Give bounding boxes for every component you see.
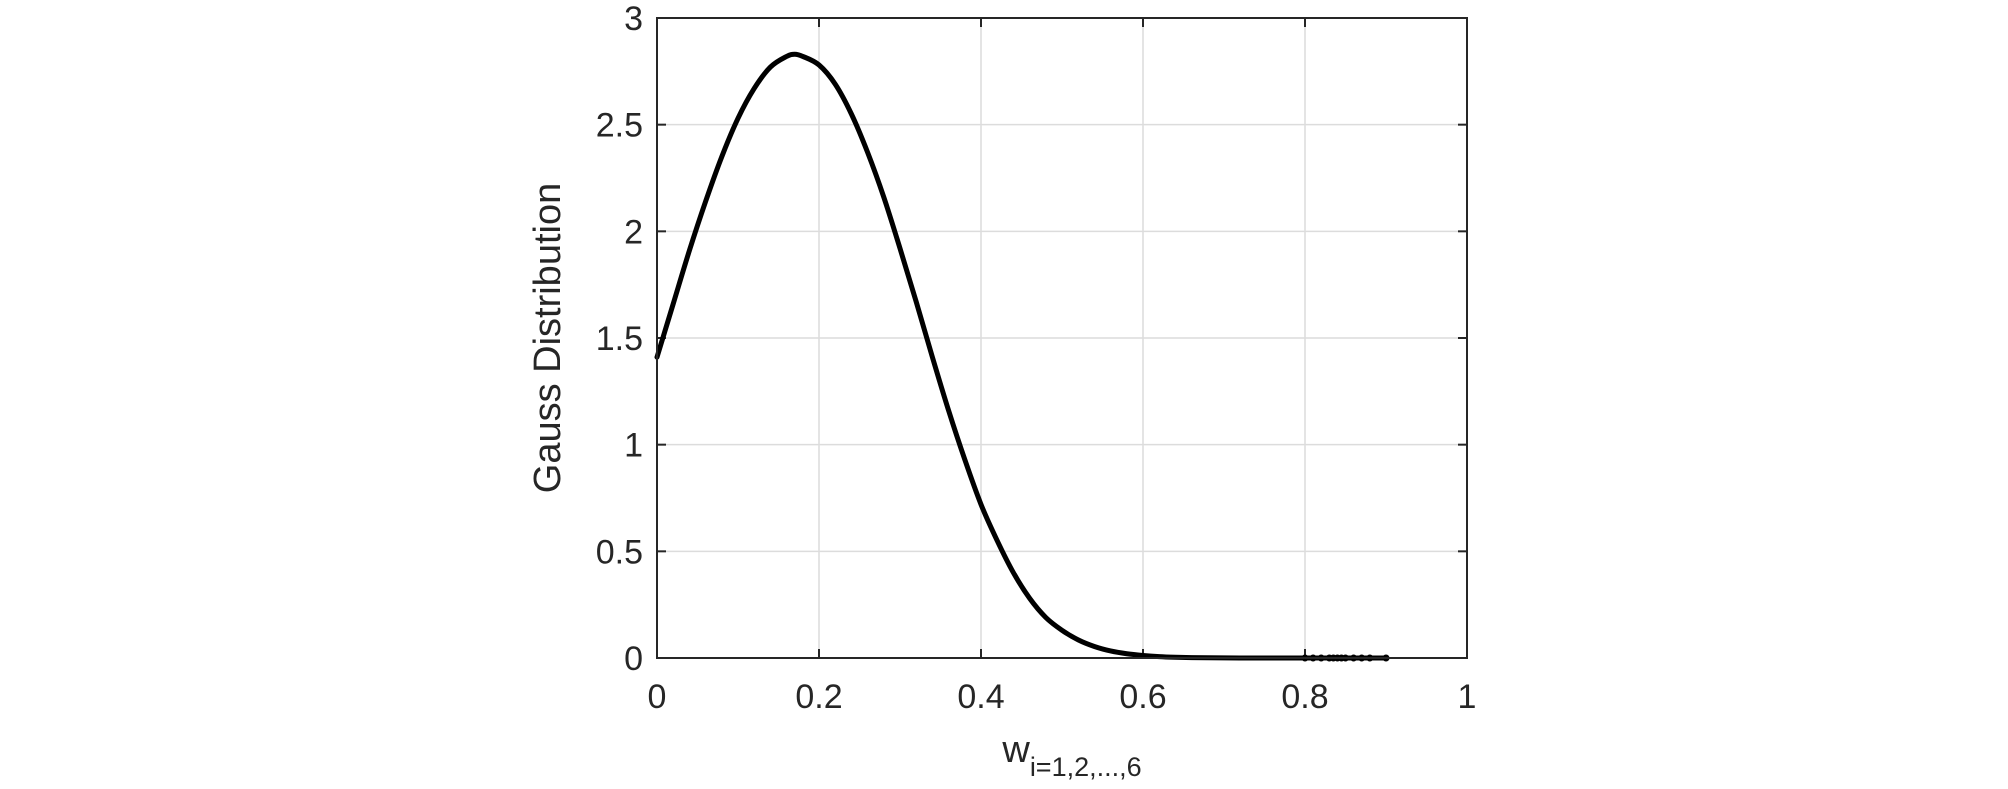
y-tick-label: 2 [624,213,643,251]
x-tick-label: 0.6 [1119,678,1166,716]
y-tick-label: 1.5 [596,320,643,358]
x-tick-label: 0 [648,678,667,716]
series-layer [654,51,1390,662]
x-tick-label: 0.4 [957,678,1004,716]
x-tick-label: 0.2 [795,678,842,716]
y-tick-label: 0.5 [596,533,643,571]
x-tick-label: 0.8 [1281,678,1328,716]
y-tick-label: 3 [624,0,643,38]
y-tick-label: 0 [624,640,643,678]
x-axis-label-main: w [1001,729,1030,771]
grid-lines [656,17,1468,659]
y-tick-label: 2.5 [596,107,643,145]
x-axis-label: wi=1,2,...,6 [1001,729,1141,782]
y-tick-label: 1 [624,427,643,465]
x-tick-label: 1 [1458,678,1477,716]
y-axis-label: Gauss Distribution [527,183,569,493]
y-tick-labels: 0 0.5 1 1.5 2 2.5 3 [596,0,643,678]
x-axis-label-subscript: i=1,2,...,6 [1030,752,1142,782]
plot-frame [656,17,1468,659]
x-tick-labels: 0 0.2 0.4 0.6 0.8 1 [648,678,1477,716]
gauss-curve-line [654,51,1389,661]
